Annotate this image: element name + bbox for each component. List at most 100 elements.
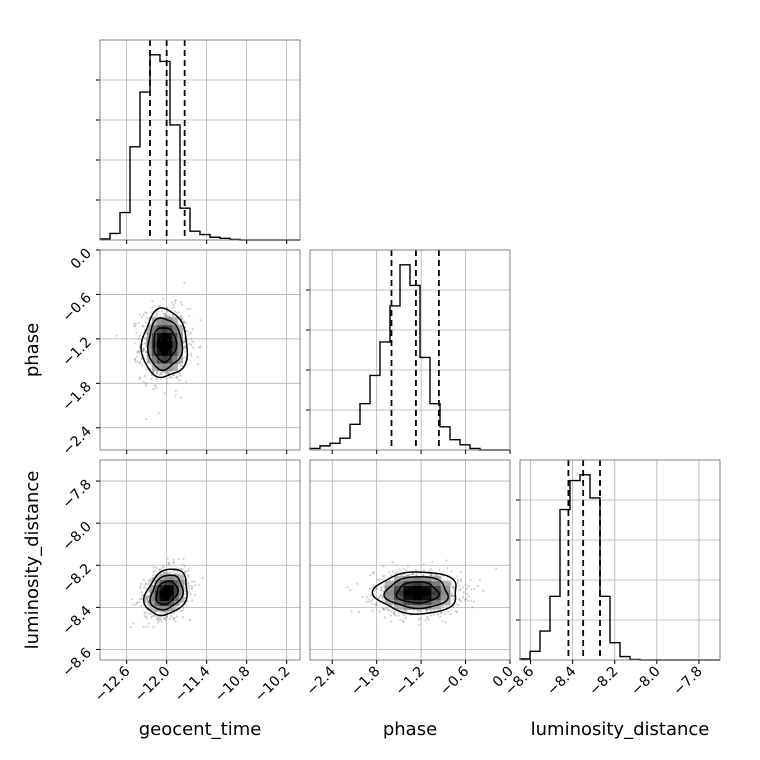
- sample-point: [179, 314, 182, 317]
- sample-point: [196, 356, 199, 359]
- sample-point: [137, 337, 141, 340]
- sample-point: [412, 572, 415, 576]
- histogram-panel-luminosity_distance: [516, 459, 721, 661]
- sample-point: [371, 602, 374, 605]
- sample-point: [457, 584, 460, 588]
- sample-point: [163, 571, 166, 574]
- sample-point: [147, 580, 150, 583]
- sample-point: [432, 613, 435, 616]
- sample-point: [393, 610, 396, 614]
- sample-point: [138, 377, 141, 380]
- sample-point: [166, 371, 169, 374]
- density-cell: [159, 605, 165, 612]
- sample-point: [159, 615, 162, 619]
- sample-point: [444, 620, 447, 623]
- sample-point: [146, 601, 150, 605]
- sample-point: [141, 364, 144, 367]
- sample-point: [181, 364, 184, 368]
- sample-point: [450, 592, 453, 595]
- sample-point: [429, 609, 433, 612]
- density-cell: [154, 579, 160, 586]
- sample-point: [134, 360, 137, 363]
- sample-point: [394, 614, 397, 617]
- sample-point: [172, 561, 175, 564]
- sample-point: [134, 324, 137, 328]
- sample-point: [152, 614, 155, 617]
- sample-point: [406, 573, 409, 577]
- sample-point: [397, 614, 400, 617]
- density-cell: [394, 590, 404, 596]
- sample-point: [382, 565, 385, 568]
- sample-point: [155, 314, 158, 317]
- sample-point: [184, 590, 187, 593]
- sample-point: [463, 599, 467, 602]
- y-tick-label: −0.6: [59, 290, 94, 325]
- density-cell: [164, 574, 170, 581]
- sample-point: [185, 603, 188, 606]
- sample-point: [193, 580, 196, 583]
- sample-point: [179, 374, 182, 377]
- sample-point: [187, 587, 191, 590]
- sample-point: [365, 595, 368, 599]
- sample-point: [145, 596, 148, 599]
- sample-point: [157, 305, 160, 308]
- sample-point: [155, 311, 158, 315]
- density-cell: [169, 584, 175, 591]
- sample-point: [425, 609, 428, 612]
- histogram-step-geocent_time: [99, 54, 300, 241]
- sample-point: [171, 376, 174, 380]
- sample-point: [185, 329, 188, 333]
- sample-point: [144, 597, 147, 600]
- sample-point: [166, 557, 169, 560]
- sample-point: [172, 374, 175, 377]
- sample-point: [192, 341, 195, 344]
- sample-point: [198, 346, 201, 349]
- sample-point: [374, 587, 378, 590]
- sample-point: [379, 594, 382, 597]
- sample-point: [140, 604, 143, 608]
- sample-point: [380, 593, 383, 597]
- density-cell: [403, 576, 414, 582]
- sample-point: [399, 618, 402, 622]
- sample-point: [151, 306, 154, 310]
- sample-point: [176, 377, 179, 380]
- density-panel-phase-luminosity_distance: [309, 459, 511, 661]
- sample-point: [189, 593, 192, 596]
- density-cell: [149, 584, 156, 591]
- sample-point: [469, 588, 473, 591]
- contour-line: [142, 568, 188, 617]
- histogram-step-phase: [309, 264, 510, 451]
- density-cell: [172, 363, 178, 372]
- sample-point: [146, 601, 150, 604]
- sample-point: [172, 612, 176, 615]
- sample-point: [153, 384, 156, 387]
- sample-point: [372, 571, 375, 574]
- sample-point: [168, 562, 171, 565]
- sample-point: [165, 615, 169, 619]
- sample-point: [458, 597, 461, 601]
- sample-point: [129, 626, 132, 629]
- y-tick-label: −8.4: [59, 603, 94, 638]
- sample-point: [155, 372, 158, 375]
- sample-point: [141, 594, 144, 597]
- sample-point: [429, 614, 432, 617]
- sample-point: [144, 615, 148, 618]
- sample-point: [176, 570, 179, 573]
- y-axis-label: phase: [22, 323, 43, 377]
- sample-point: [146, 625, 149, 628]
- sample-point: [408, 573, 411, 577]
- density-cell: [162, 317, 168, 326]
- density-cell: [440, 580, 451, 586]
- sample-point: [191, 580, 194, 583]
- sample-point: [193, 594, 197, 597]
- density-panel-geocent_time-luminosity_distance: [99, 459, 301, 661]
- sample-point: [138, 350, 141, 353]
- sample-point: [467, 585, 470, 588]
- sample-point: [459, 579, 462, 583]
- sample-point: [458, 588, 461, 592]
- density-cell: [394, 604, 404, 610]
- sample-point: [174, 389, 177, 393]
- sample-point: [372, 584, 376, 587]
- sample-point: [132, 603, 135, 606]
- x-axis-label: luminosity_distance: [531, 719, 710, 740]
